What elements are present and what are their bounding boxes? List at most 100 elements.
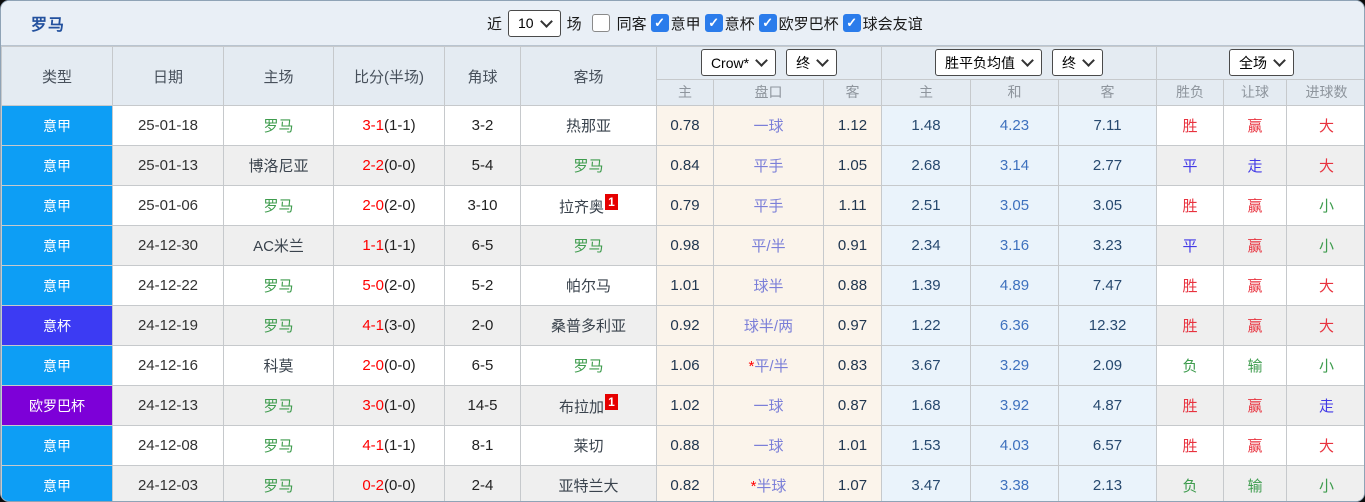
match-count-select[interactable]: 10 xyxy=(508,9,561,37)
eu-draw-odds-cell: 6.36 xyxy=(970,305,1060,346)
filter-label: 同客 xyxy=(616,15,647,33)
away-team-name: 罗马 xyxy=(573,358,604,375)
home-team-cell: 罗马 xyxy=(223,265,334,306)
filter-checkbox[interactable]: ✓ 同客 xyxy=(591,13,647,34)
corner-cell: 6-5 xyxy=(444,225,521,266)
home-team-name: AC米兰 xyxy=(253,238,304,255)
eu-home-odds-cell: 1.22 xyxy=(881,305,972,346)
checked-checkbox-icon[interactable]: ✓ xyxy=(704,14,723,32)
scope-select[interactable]: 全场 xyxy=(1229,49,1295,77)
halftime-score: (0-0) xyxy=(384,357,416,374)
ah-line-text: 半球 xyxy=(756,478,787,495)
matches-label: 场 xyxy=(566,15,582,33)
corner-cell: 5-2 xyxy=(444,265,521,306)
scope-select-value: 全场 xyxy=(1239,54,1268,71)
away-team-cell: 拉齐奥 1 xyxy=(520,185,657,226)
eu-away-odds-cell: 2.09 xyxy=(1058,345,1158,386)
match-table: 类型 日期 主场 比分(半场) 角球 客场 Crow* 终 xyxy=(1,46,1364,501)
odds-group-header: 胜平负均值 终 xyxy=(881,46,1158,80)
eu-draw-odds-cell: 3.16 xyxy=(970,225,1060,266)
odds-time-select[interactable]: 终 xyxy=(1052,49,1104,77)
ah-home-odds-cell: 1.02 xyxy=(656,385,714,426)
ah-line-text: 球半 xyxy=(753,278,784,295)
title-bar: 罗马 近 10 场 ✓同客✓意甲✓意杯✓欧罗巴杯✓球会友谊 xyxy=(1,1,1364,46)
away-team-cell: 亚特兰大 xyxy=(520,465,657,501)
eu-home-odds-cell: 2.34 xyxy=(881,225,972,266)
corner-cell: 6-5 xyxy=(444,345,521,386)
handicap-group-header: Crow* 终 xyxy=(655,46,883,80)
halftime-score: (1-1) xyxy=(384,237,416,254)
result-cell: 平 xyxy=(1156,145,1225,186)
ah-away-odds-cell: 0.91 xyxy=(822,225,883,266)
handicap-result-cell: 赢 xyxy=(1223,265,1288,306)
match-row: 意甲 24-12-03 罗马 0-2(0-0) 2-4 亚特兰大 0.82 *半球 1.07 3.… xyxy=(1,465,1364,501)
score-cell: 5-0(2-0) xyxy=(333,265,445,306)
chevron-down-icon xyxy=(755,54,768,68)
match-row: 意甲 25-01-13 博洛尼亚 2-2(0-0) 5-4 罗马 0.84 平手 1.05 2.6… xyxy=(1,145,1364,186)
match-count-value: 10 xyxy=(518,15,534,31)
goals-result-cell: 小 xyxy=(1286,225,1364,266)
result-cell: 胜 xyxy=(1156,305,1225,346)
filter-checkbox[interactable]: ✓ 意杯 xyxy=(704,13,755,34)
match-row: 意甲 24-12-30 AC米兰 1-1(1-1) 6-5 罗马 0.98 平/半 0.91 2.… xyxy=(1,225,1364,266)
fulltime-score: 2-0 xyxy=(362,357,384,374)
checked-checkbox-icon[interactable]: ✓ xyxy=(758,14,777,32)
match-row: 意甲 24-12-08 罗马 4-1(1-1) 8-1 莱切 0.88 一球 1.01 1.53 4… xyxy=(1,425,1364,466)
home-team-name: 罗马 xyxy=(263,438,294,455)
unchecked-checkbox-icon[interactable]: ✓ xyxy=(591,14,610,32)
home-team-cell: 罗马 xyxy=(223,105,334,146)
subcol-ah-home: 主 xyxy=(656,78,714,107)
fulltime-score: 1-1 xyxy=(362,237,384,254)
ah-away-odds-cell: 1.12 xyxy=(822,105,883,146)
recent-label: 近 xyxy=(487,15,503,33)
fulltime-score: 4-1 xyxy=(362,437,384,454)
ah-line-cell: *平/半 xyxy=(713,345,824,386)
filter-checkbox[interactable]: ✓ 意甲 xyxy=(650,13,701,34)
eu-away-odds-cell: 6.57 xyxy=(1058,425,1158,466)
result-cell: 胜 xyxy=(1156,385,1225,426)
ah-line-cell: 一球 xyxy=(713,385,824,426)
away-team-name: 罗马 xyxy=(573,158,604,175)
col-header-away: 客场 xyxy=(520,46,657,106)
col-header-date: 日期 xyxy=(112,46,224,106)
away-team-cell: 莱切 xyxy=(520,425,657,466)
checked-checkbox-icon[interactable]: ✓ xyxy=(650,14,669,32)
score-cell: 4-1(1-1) xyxy=(333,425,445,466)
bookmaker-select[interactable]: Crow* xyxy=(700,49,777,77)
filter-checkbox[interactable]: ✓ 球会友谊 xyxy=(842,13,923,34)
eu-home-odds-cell: 3.67 xyxy=(881,345,972,386)
handicap-result-cell: 赢 xyxy=(1223,425,1288,466)
result-cell: 胜 xyxy=(1156,425,1225,466)
filter-label: 意甲 xyxy=(670,15,701,33)
subcol-eu-away: 客 xyxy=(1058,78,1158,107)
checked-checkbox-icon[interactable]: ✓ xyxy=(842,14,861,32)
ah-line-cell: *半球 xyxy=(713,465,824,501)
corner-cell: 2-0 xyxy=(444,305,521,346)
subcol-result: 胜负 xyxy=(1156,78,1225,107)
match-row: 意甲 25-01-06 罗马 2-0(2-0) 3-10 拉齐奥 1 0.79 平手 1.11 2.… xyxy=(1,185,1364,226)
match-rows: 意甲 25-01-18 罗马 3-1(1-1) 3-2 热那亚 0.78 一球 1.12 1.48… xyxy=(1,105,1364,501)
handicap-result-cell: 输 xyxy=(1223,465,1288,501)
eu-home-odds-cell: 1.68 xyxy=(881,385,972,426)
ah-home-odds-cell: 0.78 xyxy=(656,105,714,146)
fulltime-score: 4-1 xyxy=(362,317,384,334)
result-cell: 平 xyxy=(1156,225,1225,266)
match-date-cell: 24-12-13 xyxy=(112,385,224,426)
away-team-name: 莱切 xyxy=(573,438,604,455)
eu-away-odds-cell: 12.32 xyxy=(1058,305,1158,346)
subcol-eu-draw: 和 xyxy=(970,78,1060,107)
ah-away-odds-cell: 1.11 xyxy=(822,185,883,226)
odds-type-select[interactable]: 胜平负均值 xyxy=(935,49,1043,77)
corner-cell: 14-5 xyxy=(444,385,521,426)
eu-draw-odds-cell: 4.03 xyxy=(970,425,1060,466)
eu-away-odds-cell: 3.23 xyxy=(1058,225,1158,266)
handicap-time-select[interactable]: 终 xyxy=(786,49,838,77)
ah-home-odds-cell: 0.82 xyxy=(656,465,714,501)
halftime-score: (0-0) xyxy=(384,477,416,494)
result-cell: 胜 xyxy=(1156,105,1225,146)
ah-line-cell: 一球 xyxy=(713,425,824,466)
filter-checkbox[interactable]: ✓ 欧罗巴杯 xyxy=(758,13,839,34)
eu-draw-odds-cell: 3.92 xyxy=(970,385,1060,426)
eu-draw-odds-cell: 3.29 xyxy=(970,345,1060,386)
